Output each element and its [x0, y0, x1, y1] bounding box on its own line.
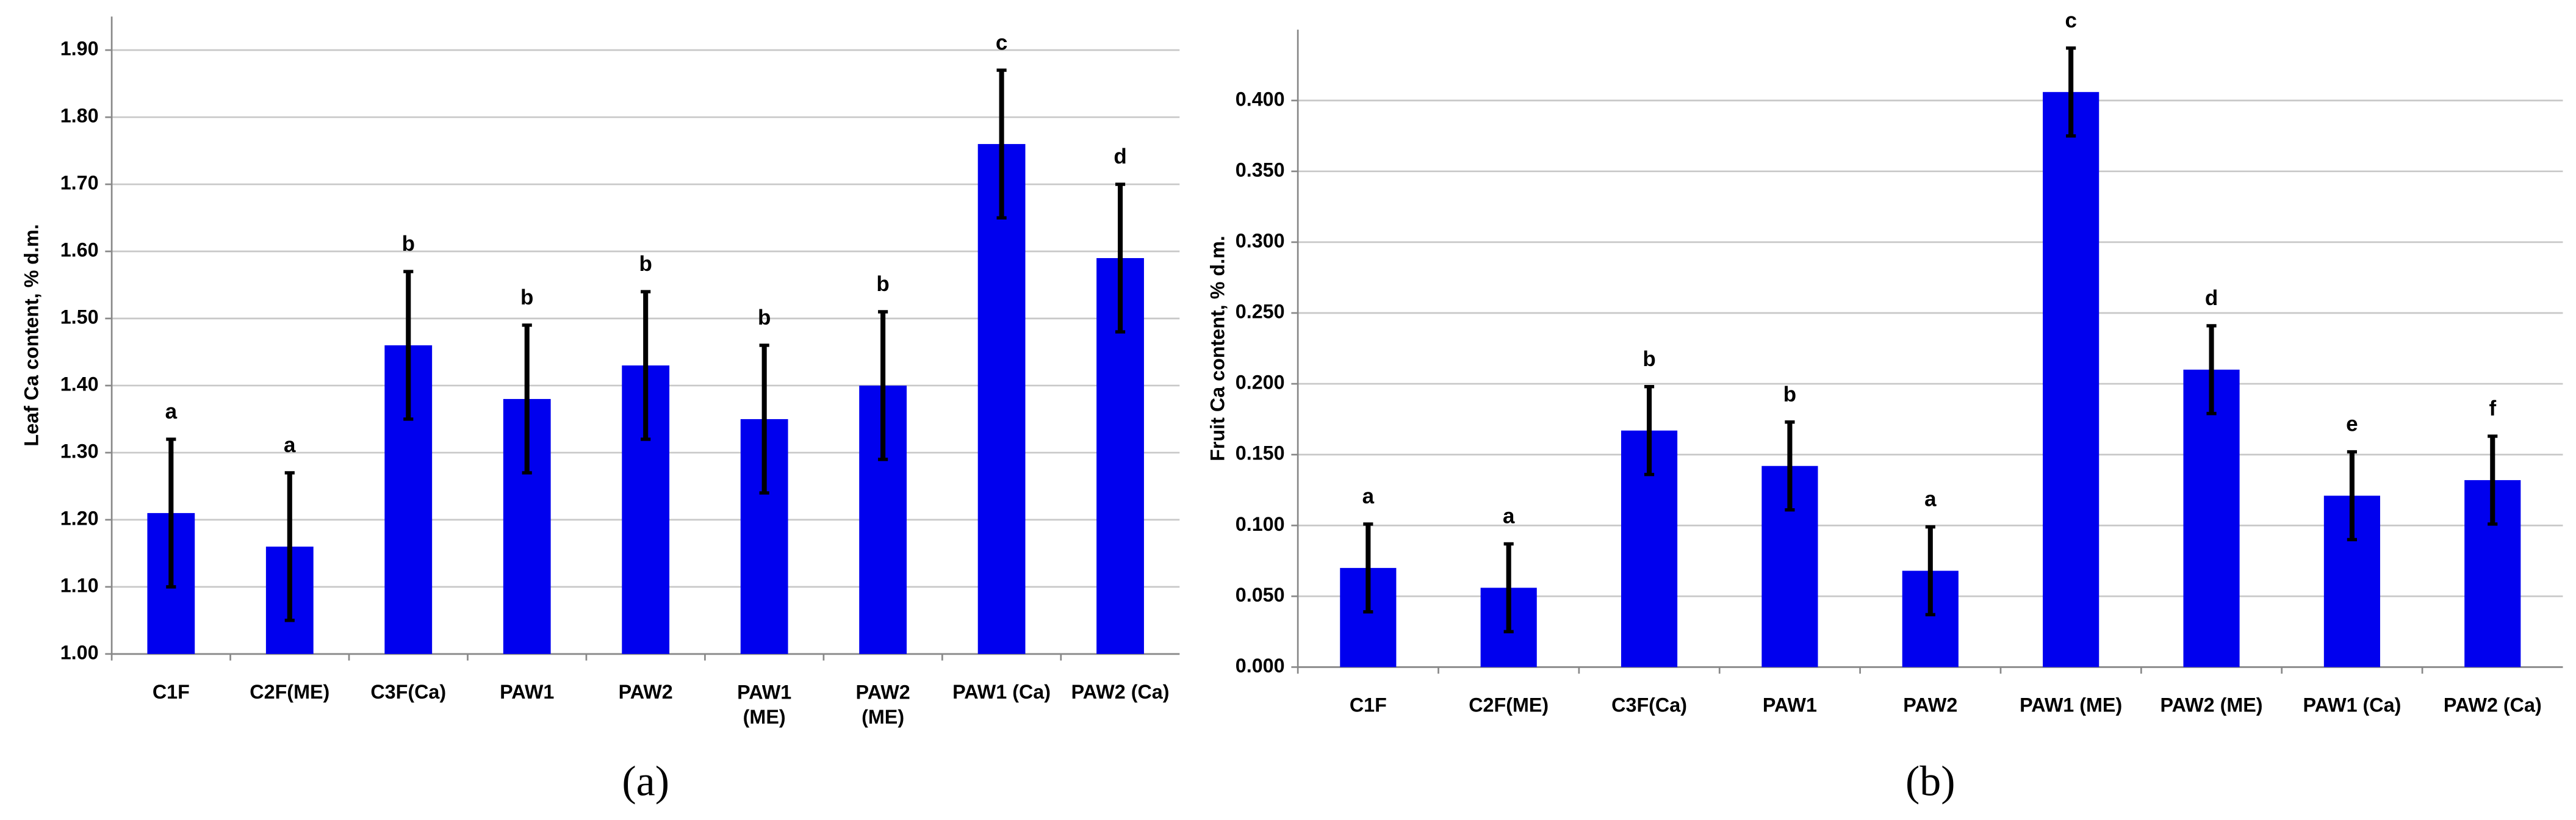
y-tick-label: 0.250	[1236, 301, 1285, 323]
y-tick-label: 0.000	[1236, 655, 1285, 677]
x-tick-label: PAW2 (ME)	[2160, 694, 2263, 716]
significance-letter: b	[758, 306, 771, 329]
significance-letter: a	[1924, 487, 1937, 511]
y-tick-label: 1.30	[60, 440, 99, 462]
y-tick-label: 1.70	[60, 172, 99, 194]
y-tick-label: 0.400	[1236, 88, 1285, 110]
caption: (a)	[622, 758, 669, 805]
significance-letter: a	[284, 433, 296, 457]
y-tick-label: 1.50	[60, 306, 99, 328]
caption: (b)	[1905, 758, 1955, 805]
y-tick-label: 0.300	[1236, 229, 1285, 251]
significance-letter: e	[2346, 412, 2358, 436]
x-tick-label: PAW1 (Ca)	[2303, 694, 2401, 716]
y-tick-label: 0.050	[1236, 584, 1285, 606]
y-tick-label: 0.350	[1236, 159, 1285, 181]
x-tick-label: C1F	[1350, 694, 1387, 716]
x-tick-label: C2F(ME)	[1469, 694, 1549, 716]
significance-letter: a	[1362, 484, 1375, 508]
bar	[2183, 369, 2240, 667]
x-tick-label: C3F(Ca)	[370, 681, 446, 703]
y-axis-label: Fruit Ca content, % d.m.	[1206, 236, 1228, 461]
x-tick-label: PAW2 (Ca)	[2444, 694, 2542, 716]
bar	[2043, 92, 2099, 667]
y-tick-label: 0.150	[1236, 442, 1285, 464]
y-tick-label: 1.00	[60, 641, 99, 663]
significance-letter: b	[876, 272, 889, 296]
x-tick-label: PAW1 (ME)	[2020, 694, 2122, 716]
x-tick-label: PAW1	[500, 681, 554, 703]
y-tick-label: 1.60	[60, 239, 99, 261]
y-tick-label: 1.90	[60, 38, 99, 60]
y-axis-label: Leaf Ca content, % d.m.	[20, 224, 42, 446]
significance-letter: c	[996, 31, 1007, 54]
significance-letter: b	[1783, 383, 1796, 406]
significance-letter: c	[2065, 9, 2076, 32]
y-tick-label: 1.40	[60, 373, 99, 395]
y-tick-label: 0.200	[1236, 372, 1285, 394]
y-tick-label: 0.100	[1236, 513, 1285, 535]
significance-letter: a	[165, 400, 178, 423]
x-tick-label: PAW1	[1763, 694, 1817, 716]
y-tick-label: 1.80	[60, 105, 99, 127]
bar	[977, 144, 1026, 654]
x-tick-label: PAW2	[619, 681, 673, 703]
y-tick-label: 1.10	[60, 574, 99, 596]
x-tick-label: C2F(ME)	[250, 681, 329, 703]
x-tick-label: PAW1 (Ca)	[952, 681, 1051, 703]
significance-letter: b	[639, 252, 652, 276]
x-tick-label: PAW2 (Ca)	[1071, 681, 1170, 703]
x-tick-label: PAW2	[1903, 694, 1957, 716]
significance-letter: b	[402, 232, 415, 256]
significance-letter: d	[2205, 286, 2218, 310]
x-tick-label: C3F(Ca)	[1611, 694, 1687, 716]
y-tick-label: 1.20	[60, 507, 99, 529]
significance-letter: a	[1503, 505, 1515, 528]
significance-letter: d	[1114, 145, 1126, 168]
x-tick-label: PAW1 (ME)	[737, 681, 791, 727]
x-tick-label: C1F	[153, 681, 190, 703]
significance-letter: f	[2489, 397, 2496, 420]
significance-letter: b	[1642, 347, 1655, 371]
significance-letter: b	[520, 286, 533, 309]
x-tick-label: PAW2 (ME)	[856, 681, 910, 727]
